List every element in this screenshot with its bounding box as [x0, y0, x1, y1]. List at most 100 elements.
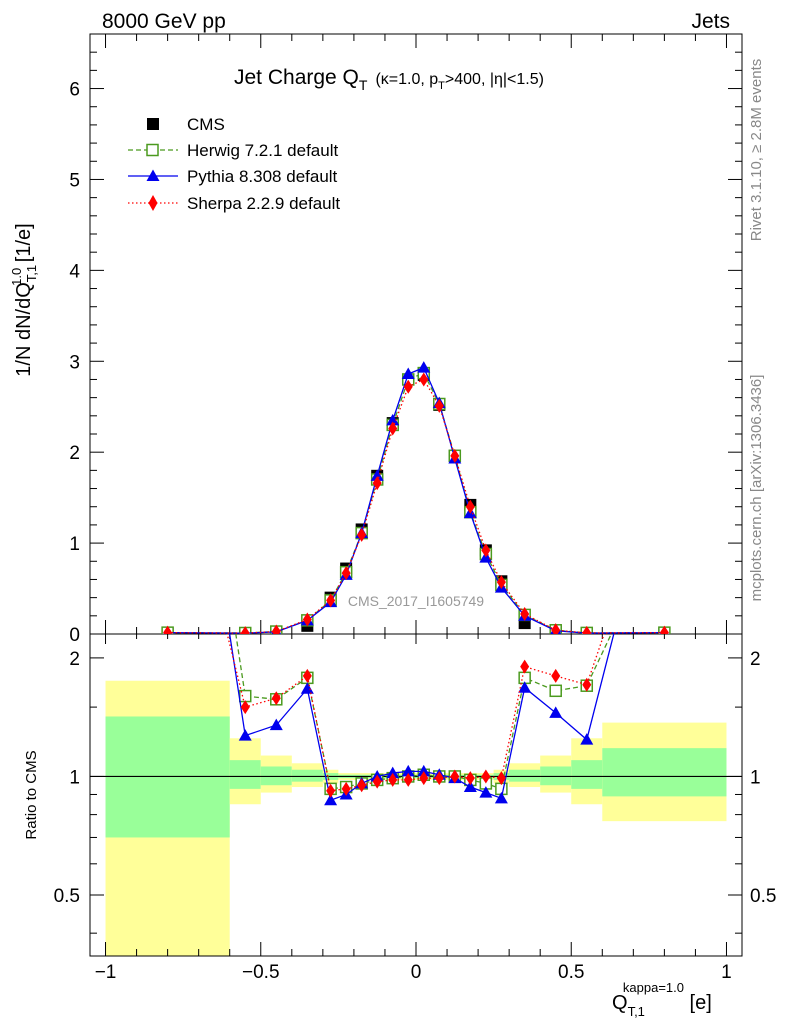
band-inner-3 — [291, 769, 323, 782]
pythia-ratio-point — [549, 706, 563, 718]
sherpa-ratio-point — [419, 771, 429, 786]
title-main: Jet Charge Q — [234, 66, 359, 89]
sherpa-main-line — [167, 378, 665, 634]
sherpa-ratio-point — [450, 769, 460, 784]
pythia-ratio-line — [228, 634, 615, 802]
sherpa-main-point — [465, 499, 475, 514]
sherpa-ratio-point — [341, 781, 351, 796]
legend-herwig-marker — [146, 143, 159, 157]
legend-herwig-label: Herwig 7.2.1 default — [187, 141, 338, 160]
ratio-y-tick-label-left: 2 — [69, 649, 80, 670]
pythia-ratio-point — [417, 764, 431, 777]
pythia-ratio-point — [386, 766, 400, 779]
sherpa-main-point — [551, 623, 561, 634]
ylabel-main-sub: T,1 — [24, 265, 39, 282]
y-axis-label-main: 1/N dN/dQT,11.0 [1/e] — [9, 223, 39, 376]
legend-pythia-marker — [146, 169, 160, 181]
legend-sherpa-marker — [148, 195, 158, 211]
plot-title: Jet Charge QT (κ=1.0, pT>400, |η|<1.5) — [234, 66, 544, 93]
sherpa-main-point — [659, 625, 669, 634]
xlabel-text: Q — [612, 992, 628, 1014]
sherpa-ratio-point — [551, 668, 561, 683]
title-main-sub: T — [359, 77, 368, 93]
axis-ticks: −1 −0.5 0 0.5 1 0 1 2 3 4 5 6 0.5 0.5 1 1 2 2 — [54, 34, 776, 983]
sherpa-main-point — [582, 625, 592, 634]
watermark: CMS_2017_I1605749 — [348, 593, 484, 609]
header-right: Jets — [691, 10, 730, 33]
main-series — [161, 361, 671, 634]
ratio-y-tick-label-right: 2 — [750, 649, 761, 670]
sherpa-main-point — [520, 607, 530, 621]
pythia-ratio-point — [479, 786, 493, 798]
xlabel-sup: kappa=1.0 — [623, 980, 684, 995]
ylabel-main-unit: [1/e] — [13, 223, 35, 267]
ratio-y-tick-label-right: 0.5 — [750, 886, 776, 907]
sherpa-main-point — [240, 626, 250, 634]
pythia-ratio-point — [463, 780, 477, 793]
pythia-main-point — [417, 361, 431, 373]
sherpa-main-point — [403, 379, 413, 394]
sherpa-ratio-point — [496, 771, 506, 786]
sherpa-main-point — [341, 566, 351, 581]
sherpa-ratio-point — [434, 771, 444, 786]
pythia-main-line — [167, 366, 665, 634]
sherpa-ratio-point — [520, 659, 530, 674]
main-y-tick-label: 6 — [69, 80, 80, 101]
sherpa-ratio-point — [582, 677, 592, 692]
pythia-main-point — [386, 413, 400, 426]
sherpa-ratio-point — [357, 778, 367, 793]
header-left: 8000 GeV pp — [102, 10, 226, 33]
title-cond-rest: >400, |η|<1.5) — [445, 71, 544, 88]
sherpa-main-point — [450, 448, 460, 463]
main-y-tick-label: 1 — [69, 534, 80, 555]
pythia-ratio-point — [324, 793, 338, 806]
sherpa-main-point — [419, 372, 429, 387]
sherpa-main-point — [496, 575, 506, 590]
y-axis-label-ratio: Ratio to CMS — [23, 750, 40, 839]
band-inner-7 — [509, 769, 541, 782]
pythia-main-point — [401, 367, 415, 379]
sherpa-main-point — [388, 421, 398, 436]
pythia-ratio-point — [238, 729, 252, 741]
sherpa-ratio-point — [302, 668, 312, 683]
sherpa-ratio-point — [326, 783, 336, 798]
side-label-rivet: Rivet 3.1.10, ≥ 2.8M events — [748, 59, 765, 242]
pythia-ratio-point — [401, 764, 415, 777]
pythia-ratio-point — [494, 791, 508, 804]
herwig-ratio-point — [549, 684, 562, 698]
ylabel-main-sup: 1.0 — [9, 268, 24, 286]
main-y-tick-label: 3 — [69, 352, 80, 373]
pythia-ratio-point — [300, 682, 314, 694]
pythia-ratio-point — [518, 681, 532, 693]
legend-cms-marker — [147, 118, 159, 130]
sherpa-main-point — [302, 612, 312, 627]
sherpa-ratio-point — [240, 700, 250, 715]
x-axis-label: QT,1 kappa=1.0 [e] — [612, 980, 712, 1019]
sherpa-main-point — [372, 476, 382, 491]
ratio-uncertainty-bands — [105, 680, 727, 956]
ratio-y-tick-label-left: 0.5 — [54, 886, 80, 907]
pythia-main-point — [370, 469, 384, 481]
sherpa-main-point — [434, 398, 444, 413]
ratio-y-tick-label-left: 1 — [69, 767, 80, 788]
pythia-ratio-point — [580, 733, 594, 745]
legend-pythia-label: Pythia 8.308 default — [187, 167, 338, 186]
legend: CMS Herwig 7.2.1 default Pythia 8.308 de… — [128, 115, 340, 213]
main-y-tick-label: 2 — [69, 443, 80, 464]
sherpa-main-point — [326, 593, 336, 608]
main-y-tick-label: 4 — [69, 261, 80, 282]
sherpa-ratio-point — [403, 772, 413, 787]
ylabel-main-text: 1/N dN/dQ — [13, 282, 35, 376]
x-tick-label: 0 — [411, 962, 422, 983]
title-cond: (κ=1.0, p — [375, 71, 438, 88]
side-label-mcplots: mcplots.cern.ch [arXiv:1306.3436] — [748, 375, 765, 602]
xlabel-sub: T,1 — [628, 1004, 645, 1019]
band-inner-9 — [571, 760, 603, 789]
sherpa-ratio-point — [388, 772, 398, 787]
title-cond-sub: T — [438, 80, 445, 92]
x-tick-label: −1 — [95, 962, 117, 983]
sherpa-ratio-point — [481, 769, 491, 784]
sherpa-ratio-point — [372, 774, 382, 789]
x-tick-label: 0.5 — [558, 962, 584, 983]
